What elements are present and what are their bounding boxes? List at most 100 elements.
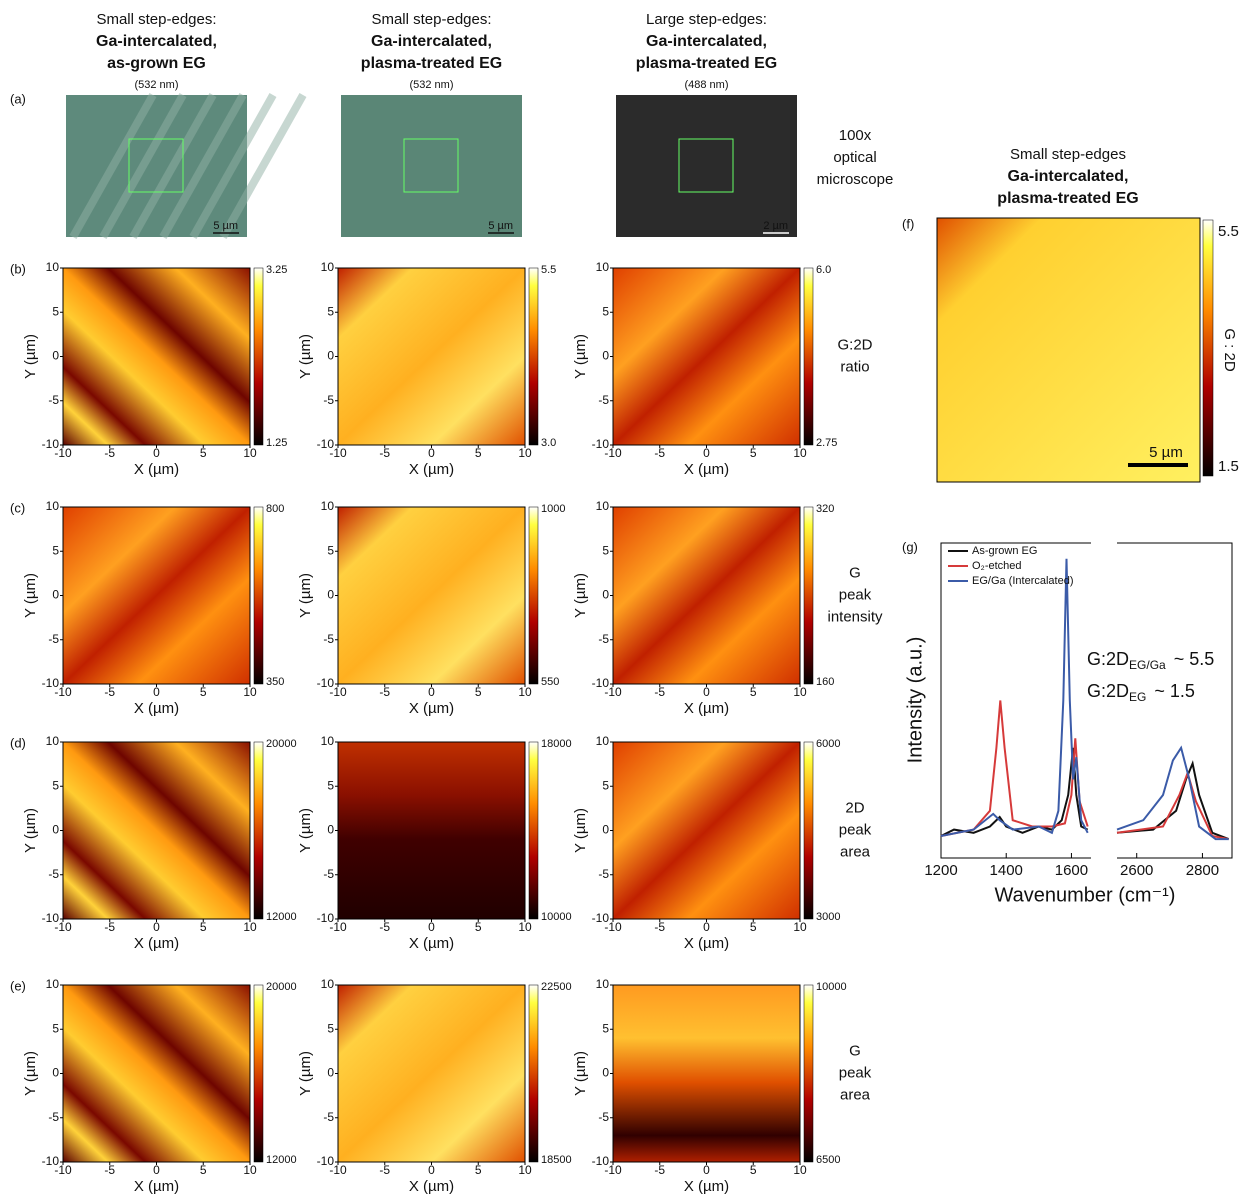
y-tick-label: 10: [321, 499, 335, 513]
y-axis-label: Y (µm): [297, 334, 314, 379]
y-tick-label: 0: [602, 349, 609, 363]
x-tick-label: 5: [750, 685, 757, 699]
y-tick-label: 10: [321, 734, 335, 748]
y-tick-label: 10: [596, 977, 610, 991]
x-tick-label: 5: [475, 685, 482, 699]
x-tick-label: -5: [104, 446, 115, 460]
y-tick-label: 0: [52, 349, 59, 363]
image-streak: [219, 93, 307, 239]
x-tick-label: -10: [54, 446, 72, 460]
image-streak: [189, 93, 277, 239]
row-caption: peak: [839, 821, 872, 838]
annotation-text: G:2D: [1087, 681, 1129, 701]
x-tick-label: -5: [654, 920, 665, 934]
y-tick-label: 10: [46, 499, 60, 513]
y-tick-label: -10: [317, 437, 335, 451]
image-streak: [159, 93, 247, 239]
x-tick-label: 10: [518, 446, 532, 460]
wavelength: (532 nm): [134, 79, 178, 91]
x-axis-label: X (µm): [409, 461, 454, 478]
colorbar-label: 20000: [266, 981, 297, 993]
y-tick-label: -10: [42, 1154, 60, 1168]
y-tick-label: 10: [321, 260, 335, 274]
heatmap: [612, 741, 801, 920]
row-caption: peak: [839, 1064, 872, 1081]
panel-title: plasma-treated EG: [997, 190, 1138, 207]
row-caption: area: [840, 1086, 871, 1103]
colorbar: [528, 267, 539, 446]
heatmap: [337, 741, 526, 920]
y-tick-label: -10: [42, 911, 60, 925]
annotation-subscript: EG/Ga: [1129, 658, 1166, 672]
y-tick-label: 0: [602, 588, 609, 602]
row-caption: peak: [839, 586, 872, 603]
heatmap: [62, 506, 251, 685]
legend-entry: As-grown EG: [972, 545, 1037, 557]
y-tick-label: 5: [52, 543, 59, 557]
scalebar-label: 5 µm: [1149, 444, 1183, 461]
heatmap: [612, 984, 801, 1163]
column-header: plasma-treated EG: [636, 55, 777, 72]
colorbar-label: 160: [816, 676, 834, 688]
colorbar-label: 20000: [266, 738, 297, 750]
y-tick-label: 5: [52, 778, 59, 792]
x-tick-label: 10: [243, 446, 257, 460]
x-tick-label: -5: [379, 1163, 390, 1177]
colorbar: [803, 267, 814, 446]
y-tick-label: -5: [48, 1110, 59, 1124]
column-header: Small step-edges:: [96, 11, 216, 28]
row-caption: ratio: [840, 358, 869, 375]
x-tick-label: 5: [475, 920, 482, 934]
x-tick-label: 10: [243, 1163, 257, 1177]
colorbar-label: 12000: [266, 1154, 297, 1166]
x-tick-label: 0: [153, 446, 160, 460]
x-tick-label: 5: [200, 685, 207, 699]
scalebar-label: 5 µm: [213, 220, 238, 232]
x-tick-label: 10: [243, 685, 257, 699]
y-axis-label: Y (µm): [22, 808, 39, 853]
colorbar: [803, 741, 814, 920]
colorbar-label: 3.0: [541, 437, 556, 449]
y-tick-label: 10: [596, 499, 610, 513]
y-axis-label: Y (µm): [572, 334, 589, 379]
y-tick-label: -10: [592, 911, 610, 925]
x-tick-label: -10: [604, 685, 622, 699]
roi-box: [128, 138, 184, 193]
y-tick-label: -5: [323, 632, 334, 646]
row-caption: G: [849, 1042, 861, 1059]
x-tick-label: -5: [379, 446, 390, 460]
colorbar: [528, 741, 539, 920]
x-axis-label: X (µm): [684, 1178, 729, 1195]
colorbar: [253, 267, 264, 446]
x-tick-label: 10: [793, 446, 807, 460]
x-tick-label: 5: [750, 920, 757, 934]
x-tick-label: 0: [153, 685, 160, 699]
colorbar-label: 1.25: [266, 437, 287, 449]
y-axis-label: Y (µm): [22, 1051, 39, 1096]
y-tick-label: 0: [327, 588, 334, 602]
x-tick-label: -10: [329, 1163, 347, 1177]
x-tick-label: 1600: [1055, 862, 1088, 879]
x-tick-label: -10: [329, 446, 347, 460]
row-caption: microscope: [817, 171, 894, 188]
x-tick-label: 1400: [990, 862, 1023, 879]
x-tick-label: 5: [475, 446, 482, 460]
heatmap: [612, 506, 801, 685]
roi-box: [678, 138, 734, 193]
y-tick-label: 5: [327, 543, 334, 557]
x-tick-label: 2800: [1186, 862, 1219, 879]
colorbar: [803, 506, 814, 685]
row-caption: area: [840, 843, 871, 860]
image-streak: [99, 93, 187, 239]
x-tick-label: -5: [104, 920, 115, 934]
x-tick-label: 5: [750, 1163, 757, 1177]
image-streak: [69, 93, 157, 239]
y-tick-label: -10: [592, 1154, 610, 1168]
row-caption: G: [849, 564, 861, 581]
x-tick-label: -10: [54, 920, 72, 934]
colorbar-label: 5.5: [1218, 223, 1239, 240]
row-caption: intensity: [827, 608, 883, 625]
x-axis-label: Wavenumber (cm⁻¹): [995, 884, 1176, 906]
y-tick-label: -5: [48, 632, 59, 646]
scalebar-label: 2 µm: [763, 220, 788, 232]
